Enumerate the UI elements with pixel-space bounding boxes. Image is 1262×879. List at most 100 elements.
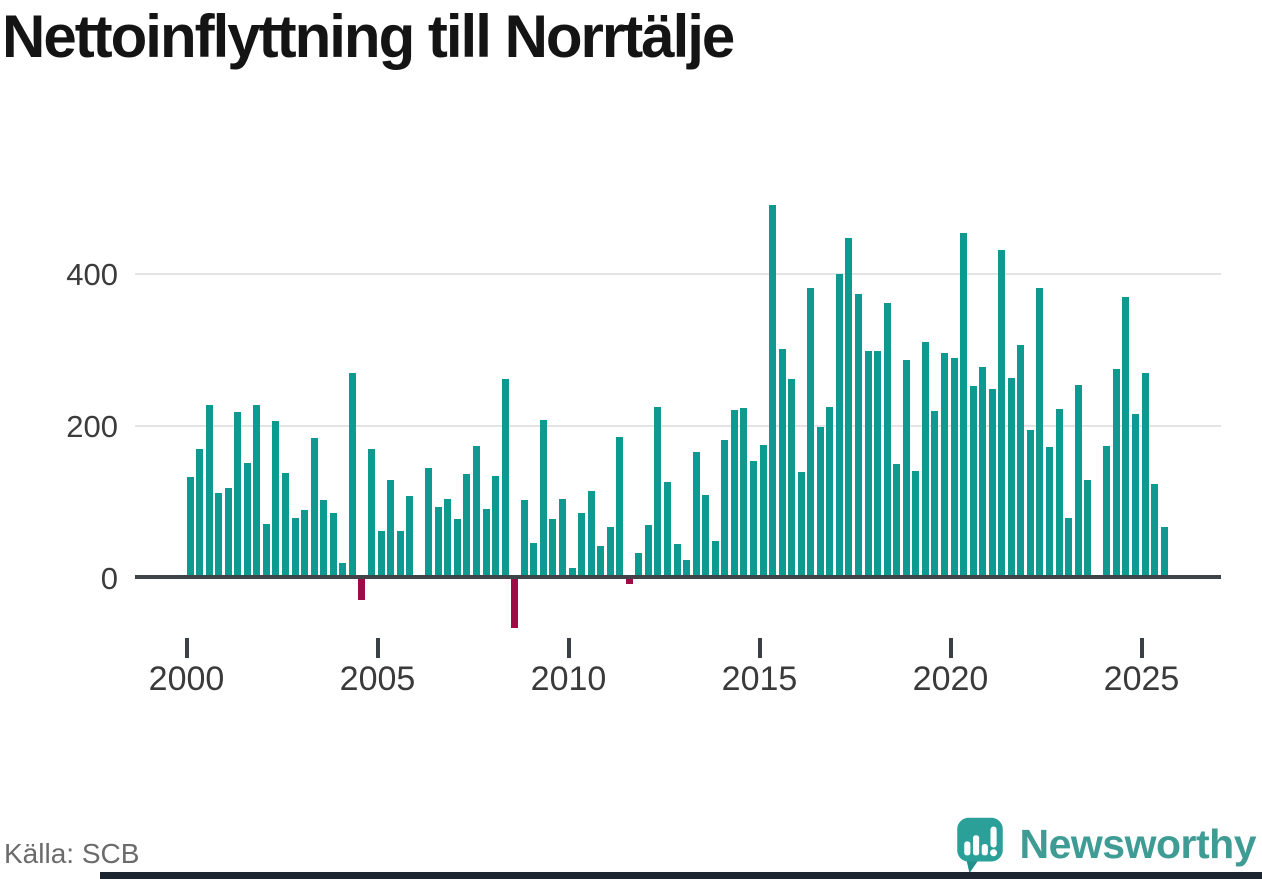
bar-2020-q4 [979,367,987,577]
bar-2019-q1 [912,470,920,577]
bar-2008-q2 [501,378,509,577]
x-axis-label-2005: 2005 [339,660,416,698]
bar-2021-q2 [998,250,1006,577]
bar-2001-q2 [234,412,242,577]
bar-2023-q1 [1065,517,1073,577]
source-note: Källa: SCB [4,838,140,869]
y-axis-label-400: 400 [66,257,118,292]
bar-2013-q1 [683,560,691,577]
bar-2020-q3 [969,386,977,577]
bar-2005-q1 [377,530,385,577]
x-axis-baseline [135,575,1221,579]
bar-2001-q1 [224,488,232,577]
x-tick-2025 [1139,638,1144,658]
bar-2010-q1 [568,567,576,577]
bar-2006-q2 [425,467,433,577]
bar-2023-q3 [1084,480,1092,577]
bar-2013-q3 [702,494,710,577]
bar-2019-q3 [931,411,939,577]
bar-2018-q4 [902,360,910,577]
bar-2014-q3 [740,408,748,577]
y-axis-label-200: 200 [66,409,118,444]
bar-2000-q4 [215,492,223,577]
bar-2024-q3 [1122,297,1130,577]
x-tick-2015 [757,638,762,658]
bar-2021-q4 [1017,345,1025,577]
bar-2004-q2 [348,373,356,577]
newsworthy-logo: Newsworthy [952,814,1256,874]
bar-2017-q4 [864,350,872,577]
chart-title: Nettoinflyttning till Norrtälje [2,3,735,70]
bar-2007-q2 [463,473,471,577]
x-axis-label-2025: 2025 [1103,660,1180,698]
x-tick-2020 [948,638,953,658]
bar-2011-q2 [616,437,624,577]
bar-2023-q2 [1074,385,1082,577]
bar-2020-q1 [950,358,958,577]
bar-2013-q2 [692,452,700,577]
bar-2017-q1 [835,273,843,577]
bar-2003-q3 [320,500,328,577]
bar-2014-q4 [749,461,757,577]
bar-2012-q3 [664,482,671,577]
bar-2018-q1 [874,350,882,577]
bar-2004-q4 [367,449,375,577]
bar-2022-q3 [1046,447,1053,577]
x-axis-label-2000: 2000 [148,660,225,698]
bar-2018-q2 [883,303,891,577]
bar-2005-q3 [396,530,404,577]
bar-2011-q3 [625,579,633,584]
bar-2024-q2 [1112,368,1120,577]
bar-2005-q4 [406,496,414,577]
bar-2024-q1 [1103,446,1111,577]
y-axis-label-0: 0 [100,561,118,596]
bar-2017-q3 [855,294,862,577]
bar-2021-q3 [1007,377,1015,577]
bar-2012-q1 [644,525,652,577]
bar-2013-q4 [711,540,719,577]
x-axis-label-2015: 2015 [721,660,798,698]
bar-2019-q4 [940,352,948,577]
bar-2008-q4 [520,500,528,577]
bar-2009-q3 [549,519,557,577]
bar-2009-q2 [539,419,547,577]
bar-2016-q3 [816,426,824,577]
x-tick-2000 [184,638,189,658]
bar-2002-q2 [272,421,280,577]
bar-2000-q2 [196,449,204,577]
x-axis-label-2010: 2010 [530,660,607,698]
bar-2007-q1 [453,519,461,577]
bar-2014-q2 [730,409,738,577]
bar-2003-q2 [310,437,318,577]
bar-2025-q1 [1141,373,1149,577]
bar-2003-q4 [329,513,337,577]
bar-2010-q4 [597,545,605,577]
bar-2006-q4 [444,498,452,577]
bar-2025-q3 [1160,526,1168,577]
bar-2000-q3 [205,405,213,577]
bar-2010-q3 [587,491,595,577]
bar-2009-q4 [558,499,566,577]
bar-2000-q1 [186,476,194,577]
bar-2011-q1 [606,526,614,577]
bar-2010-q2 [578,513,586,577]
bar-2021-q1 [988,388,996,577]
bar-2011-q4 [635,552,643,577]
bar-2018-q3 [893,463,901,577]
bar-2016-q2 [807,288,815,577]
bar-2004-q3 [358,579,366,601]
bar-2001-q3 [243,463,251,577]
bar-2004-q1 [339,563,347,577]
bar-2020-q2 [960,233,968,577]
bar-2006-q3 [434,507,442,577]
bar-2015-q1 [759,444,767,577]
bar-2008-q3 [511,579,519,629]
x-tick-2010 [566,638,571,658]
x-axis-label-2020: 2020 [912,660,989,698]
bar-2002-q4 [291,518,299,577]
bar-2007-q3 [473,446,480,577]
bar-2022-q1 [1026,429,1034,577]
bar-2003-q1 [301,510,309,577]
bar-2014-q1 [721,440,729,577]
